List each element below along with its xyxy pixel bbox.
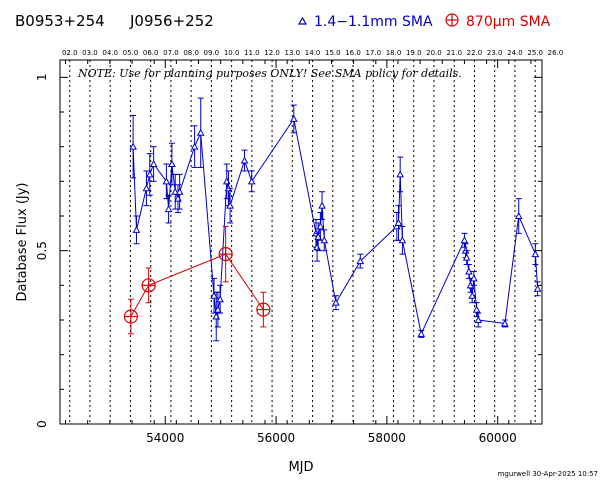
data-point-triangle <box>468 291 477 299</box>
data-point-triangle <box>332 298 340 306</box>
data-point-triangle <box>514 211 523 219</box>
data-point-circle-plus <box>218 247 233 262</box>
legend-triangle-marker <box>297 16 308 25</box>
x-tick-label: 60000 <box>479 431 517 445</box>
legend: 1.4−1.1mm SMA 870μm SMA <box>297 13 551 30</box>
year-tick-label: 19.0 <box>406 49 422 57</box>
legend-label-red: 870μm SMA <box>466 14 551 30</box>
year-tick-label: 09.0 <box>204 49 220 57</box>
data-point-triangle <box>396 170 405 178</box>
data-point-triangle <box>394 218 403 226</box>
year-tick-label: 20.0 <box>426 49 442 57</box>
data-point-triangle <box>462 253 471 261</box>
data-point-triangle <box>129 142 137 150</box>
series-circle-plus <box>123 225 271 335</box>
data-point-triangle <box>316 222 325 230</box>
data-point-triangle <box>465 267 473 275</box>
data-point-triangle <box>196 128 205 136</box>
series-triangle <box>129 97 542 342</box>
planning-note: NOTE: Use for planning purposes ONLY! Se… <box>77 67 462 80</box>
data-point-circle-plus <box>256 302 271 317</box>
data-point-triangle <box>318 201 326 209</box>
y-tick-label: 1 <box>35 74 49 82</box>
data-point-triangle <box>171 187 180 195</box>
data-point-triangle <box>168 159 176 167</box>
data-point-triangle <box>164 205 173 213</box>
series-line <box>130 253 264 317</box>
data-point-triangle <box>240 156 249 164</box>
data-point-triangle <box>175 187 184 195</box>
data-point-triangle <box>226 201 234 209</box>
year-tick-label: 02.0 <box>62 49 78 57</box>
data-point-triangle <box>533 284 542 292</box>
legend-circle-plus-marker <box>445 13 459 27</box>
year-tick-label: 07.0 <box>163 49 179 57</box>
year-tick-label: 16.0 <box>345 49 361 57</box>
data-point-triangle <box>216 295 224 303</box>
year-tick-label: 08.0 <box>183 49 199 57</box>
data-point-triangle <box>149 159 158 167</box>
year-tick-label: 15.0 <box>325 49 341 57</box>
year-tick-label: 12.0 <box>264 49 280 57</box>
plot-frame <box>59 59 543 425</box>
data-point-triangle <box>472 305 481 313</box>
data-point-triangle <box>142 184 151 192</box>
year-tick-label: 03.0 <box>82 49 98 57</box>
y-axis-label: Database Flux (Jy) <box>15 183 30 302</box>
year-tick-label: 11.0 <box>244 49 260 57</box>
data-point-triangle <box>398 236 407 244</box>
data-point-triangle <box>247 177 256 185</box>
data-point-triangle <box>214 305 222 313</box>
year-tick-label: 04.0 <box>102 49 118 57</box>
source-name-b1950: B0953+254 <box>15 12 105 30</box>
year-tick-label: 23.0 <box>487 49 503 57</box>
data-point-triangle <box>460 236 469 244</box>
footer-stamp: mgurwell 30-Apr-2025 10:57 <box>498 470 598 478</box>
year-tick-label: 25.0 <box>527 49 543 57</box>
x-tick-label: 56000 <box>257 431 295 445</box>
data-point-triangle <box>132 225 141 233</box>
year-tick-label: 10.0 <box>224 49 240 57</box>
year-tick-label: 13.0 <box>285 49 301 57</box>
data-point-triangle <box>501 319 509 327</box>
plot-area: 02.0 03.0 04.0 05.0 06.0 07.0 08.0 09.0 10.0 11.0… <box>35 49 563 445</box>
data-point-triangle <box>314 232 323 240</box>
year-tick-label: 14.0 <box>305 49 321 57</box>
data-point-circle-plus <box>123 309 139 324</box>
x-axis-label: MJD <box>288 460 313 475</box>
year-tick-label: 17.0 <box>365 49 381 57</box>
x-tick-label: 58000 <box>368 431 406 445</box>
year-tick-label: 18.0 <box>386 49 402 57</box>
data-point-triangle <box>417 329 426 337</box>
data-point-triangle <box>320 236 329 244</box>
y-tick-label: 0.5 <box>35 241 49 260</box>
source-name-j2000: J0956+252 <box>129 12 214 30</box>
y-tick-label: 0 <box>35 420 49 428</box>
year-tick-label: 26.0 <box>548 49 564 57</box>
data-point-triangle <box>145 170 154 178</box>
year-tick-label: 06.0 <box>143 49 159 57</box>
data-point-triangle <box>474 315 483 323</box>
year-tick-label: 05.0 <box>123 49 139 57</box>
x-tick-label: 54000 <box>146 431 184 445</box>
data-point-triangle <box>470 274 478 282</box>
data-point-circle-plus <box>141 278 156 293</box>
year-tick-label: 22.0 <box>467 49 483 57</box>
data-point-triangle <box>531 250 540 258</box>
legend-label-blue: 1.4−1.1mm SMA <box>314 14 433 30</box>
data-point-triangle <box>210 291 218 299</box>
year-tick-label: 24.0 <box>507 49 523 57</box>
data-point-triangle <box>356 257 365 265</box>
data-point-triangle <box>190 142 199 150</box>
data-point-triangle <box>289 114 298 122</box>
data-point-triangle <box>162 177 171 185</box>
year-tick-label: 21.0 <box>446 49 462 57</box>
